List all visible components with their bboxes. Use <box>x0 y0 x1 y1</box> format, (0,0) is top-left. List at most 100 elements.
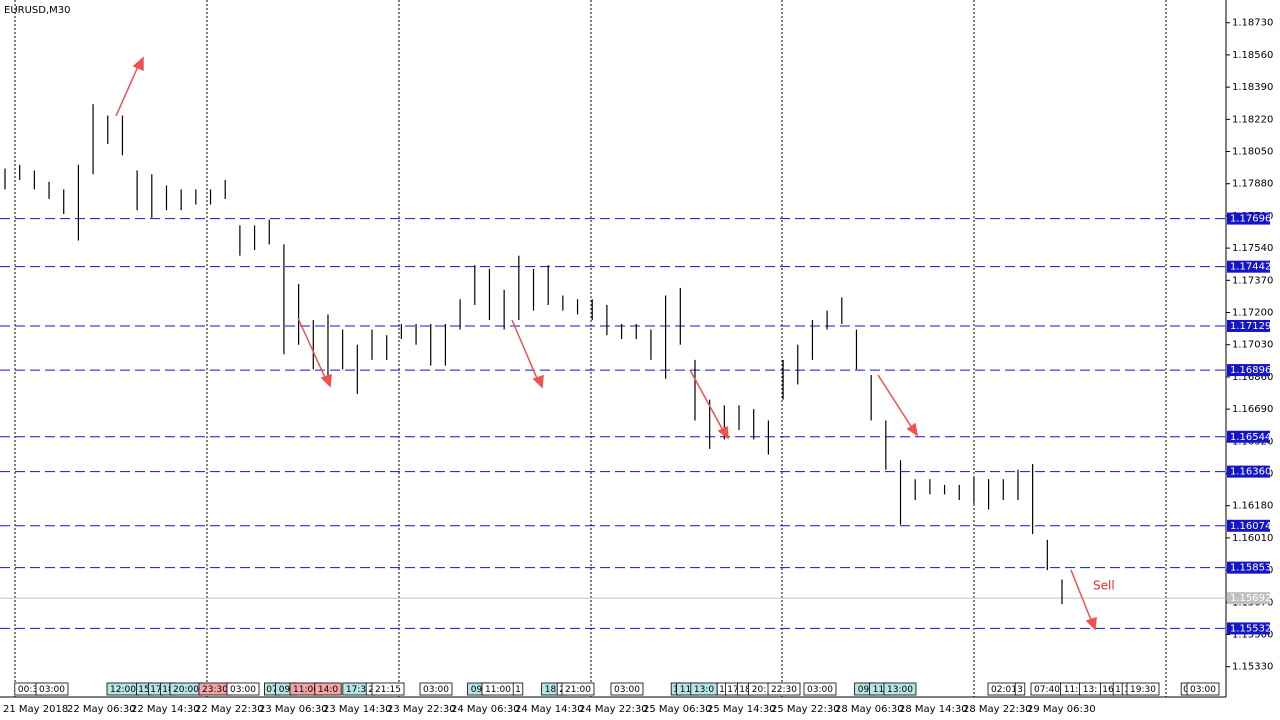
level-box <box>1227 622 1270 635</box>
level-label: 1.17129 <box>1230 321 1271 332</box>
event-label: 07 <box>266 685 277 695</box>
x-tick-label: 21 May 2018 <box>3 704 68 715</box>
level-label: 1.16360 <box>1230 467 1271 478</box>
price-box <box>1227 592 1270 605</box>
event-label: 1 <box>1115 685 1121 695</box>
level-box <box>1227 465 1270 478</box>
x-tick-label: 22 May 14:30 <box>131 704 200 715</box>
x-tick-label: 23 May 14:30 <box>323 704 392 715</box>
event-box <box>803 682 837 696</box>
event-box <box>610 682 644 696</box>
price-label: 1.15692 <box>1230 593 1271 604</box>
x-tick-label: 25 May 22:30 <box>771 704 840 715</box>
event-box <box>512 682 524 696</box>
level-box <box>1227 561 1270 574</box>
x-tick-label: 24 May 22:30 <box>579 704 648 715</box>
y-tick-label: 1.17370 <box>1232 275 1273 286</box>
level-box <box>1227 319 1270 332</box>
level-box <box>1227 519 1270 532</box>
event-label: 1 <box>673 685 679 695</box>
event-label: 03:00 <box>423 685 449 695</box>
x-tick-label: 28 May 06:30 <box>835 704 904 715</box>
level-box <box>1227 430 1270 443</box>
event-label: 3 <box>1017 685 1023 695</box>
chart-title: EURUSD,M30 <box>4 5 70 16</box>
event-label: 03:00 <box>614 685 640 695</box>
x-tick-label: 22 May 06:30 <box>67 704 136 715</box>
event-label: 11: <box>680 685 694 695</box>
event-label: 03:00 <box>230 685 256 695</box>
event-label: 0 <box>1183 685 1189 695</box>
y-tick-label: 1.18220 <box>1232 114 1273 125</box>
y-tick-label: 1.18730 <box>1232 18 1273 29</box>
event-label: 2 <box>368 685 374 695</box>
x-tick-label: 24 May 14:30 <box>515 704 584 715</box>
annotation: Sell <box>1093 579 1115 593</box>
event-label: 1 <box>515 685 521 695</box>
event-box <box>767 682 801 696</box>
event-box <box>226 682 260 696</box>
event-label: 18: <box>545 685 559 695</box>
event-label: 18 <box>162 685 174 695</box>
x-tick-label: 22 May 22:30 <box>195 704 264 715</box>
event-label: 02:01 <box>991 685 1017 695</box>
y-tick-label: 1.16860 <box>1232 372 1273 383</box>
y-tick-label: 1.17880 <box>1232 179 1273 190</box>
level-label: 1.16896 <box>1230 365 1271 376</box>
y-tick-label: 1.18560 <box>1232 50 1273 61</box>
event-label: 21:00 <box>565 685 591 695</box>
event-label: 13:00 <box>887 685 913 695</box>
event-box <box>419 682 453 696</box>
level-label: 1.17442 <box>1230 262 1271 273</box>
event-label: 13: <box>1083 685 1097 695</box>
event-box <box>1014 682 1026 696</box>
event-box <box>1186 682 1220 696</box>
event-label: 16 <box>1102 685 1114 695</box>
y-tick-label: 1.17030 <box>1232 340 1273 351</box>
x-tick-label: 23 May 06:30 <box>259 704 328 715</box>
event-label: 12:00 <box>110 685 136 695</box>
y-tick-label: 1.18050 <box>1232 147 1273 158</box>
level-box <box>1227 364 1270 377</box>
event-label: 13:0 <box>694 685 714 695</box>
event-box <box>1126 682 1160 696</box>
event-label: 11: <box>873 685 887 695</box>
level-label: 1.16544 <box>1230 432 1271 443</box>
event-label: 20: <box>752 685 766 695</box>
y-tick-label: 1.17200 <box>1232 308 1273 319</box>
y-tick-label: 1.16690 <box>1232 404 1273 415</box>
x-tick-label: 24 May 06:30 <box>451 704 520 715</box>
x-tick-label: 29 May 06:30 <box>1027 704 1096 715</box>
event-label: 14:0 <box>318 685 338 695</box>
level-box <box>1227 212 1270 225</box>
event-label: 22:30 <box>771 685 797 695</box>
level-label: 1.15853 <box>1230 563 1271 574</box>
y-tick-label: 1.15330 <box>1232 662 1273 673</box>
event-box <box>883 682 917 696</box>
event-label: 03:00 <box>807 685 833 695</box>
event-label: 23:30 <box>202 685 228 695</box>
y-tick-label: 1.16180 <box>1232 501 1273 512</box>
y-tick-label: 1.16010 <box>1232 533 1273 544</box>
event-box <box>371 682 405 696</box>
vertical-grid <box>14 0 1167 697</box>
event-label: 11: <box>1064 685 1078 695</box>
y-tick-label: 1.17540 <box>1232 243 1273 254</box>
level-label: 1.17696 <box>1230 214 1271 225</box>
level-label: 1.15532 <box>1230 623 1271 634</box>
event-label: 17:3 <box>346 685 366 695</box>
event-label: 03:00 <box>39 685 65 695</box>
event-label: 07:40 <box>1034 685 1060 695</box>
x-tick-label: 25 May 14:30 <box>707 704 776 715</box>
event-label: 03:00 <box>1190 685 1216 695</box>
event-label: 20:00 <box>173 685 199 695</box>
event-label: 19:30 <box>1130 685 1156 695</box>
y-tick-label: 1.18390 <box>1232 82 1273 93</box>
event-label: 17 <box>150 685 161 695</box>
event-label: 17 <box>727 685 738 695</box>
event-label: 00:3 <box>18 685 38 695</box>
level-box <box>1227 260 1270 273</box>
event-box <box>561 682 595 696</box>
